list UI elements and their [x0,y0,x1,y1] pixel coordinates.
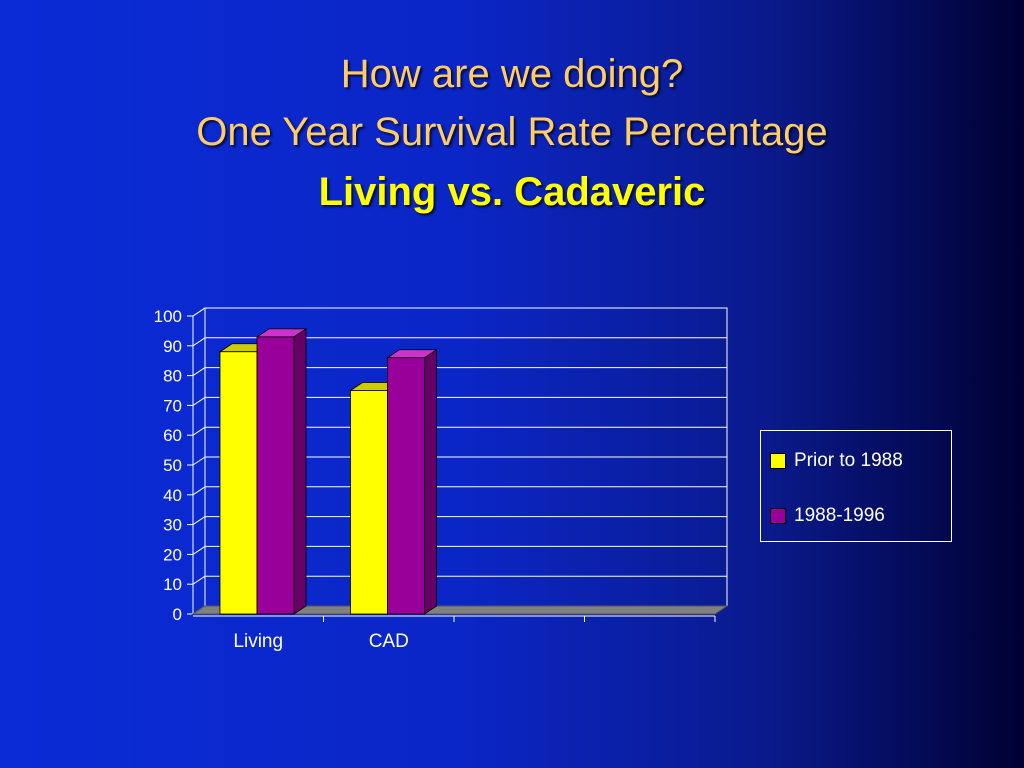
y-tick-label: 100 [154,307,182,326]
slide-title-line-3: Living vs. Cadaveric [318,170,706,214]
gridline-side [192,456,206,466]
bar [219,351,258,615]
y-tick-label: 40 [163,486,182,505]
bar-side [293,328,307,615]
y-tick-label: 0 [173,605,182,624]
gridline-side [192,396,206,406]
legend-item-series-1: Prior to 1988 [770,450,903,472]
chart-legend: Prior to 1988 1988-1996 [760,430,952,542]
legend-item-series-2: 1988-1996 [770,505,885,527]
gridline-side [192,516,206,526]
gridline-side [192,575,206,585]
gridline-side [192,367,206,377]
bar [256,336,295,615]
y-tick-label: 70 [163,396,182,415]
bar-side [424,348,437,615]
y-tick-label: 80 [163,367,182,386]
y-tick-label: 50 [163,456,182,475]
y-tick-label: 90 [163,337,182,356]
legend-label-series-2: 1988-1996 [794,505,885,526]
bar [350,390,388,615]
x-category-label: CAD [369,631,409,652]
slide-title-line-2: One Year Survival Rate Percentage [196,110,828,154]
gridline-side [192,307,206,317]
gridline-side [192,426,206,436]
legend-swatch-series-2 [770,508,786,524]
y-tick-label: 60 [163,426,182,445]
gridline-side [192,486,206,496]
gridline-side [192,337,206,347]
slide-title-line-1: How are we doing? [340,52,684,96]
legend-label-series-1: Prior to 1988 [794,450,903,471]
legend-swatch-series-1 [770,453,786,469]
y-tick-label: 10 [163,575,182,594]
x-category-label: Living [233,631,283,652]
y-tick-label: 30 [163,516,182,535]
y-tick-label: 20 [163,545,182,564]
chart-floor [191,605,729,615]
gridline-side [192,545,206,555]
bar [387,357,425,615]
